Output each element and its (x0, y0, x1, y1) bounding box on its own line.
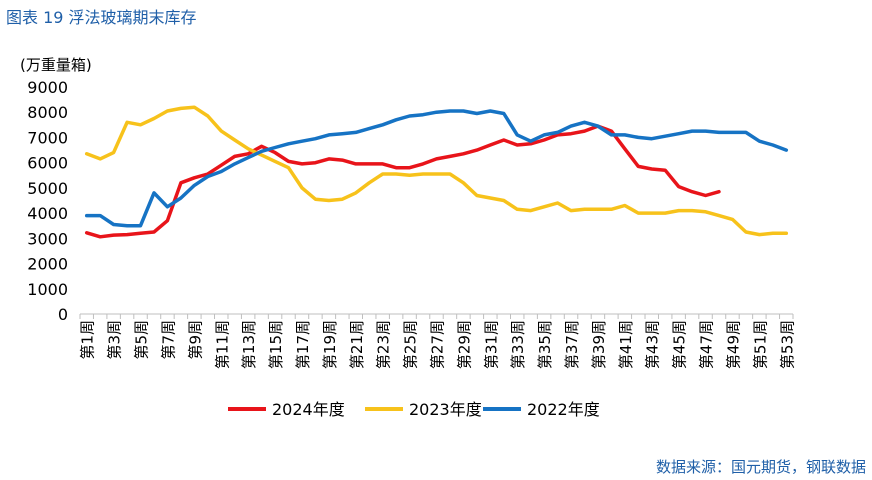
x-tick-label: 第53周 (778, 320, 796, 369)
axes: (万重量箱) 0 1000 2000 3000 4000 5000 6000 7000 8000 9… (20, 56, 796, 369)
x-tick-label: 第1周 (79, 320, 97, 360)
y-tick-label: 1000 (27, 280, 68, 299)
legend-label: 2024年度 (272, 400, 345, 419)
x-tick-label: 第23周 (375, 320, 393, 369)
x-tick-label: 第27周 (429, 320, 447, 369)
y-tick-label: 5000 (27, 179, 68, 198)
series-line-2023年度 (84, 105, 789, 237)
legend-label: 2022年度 (527, 400, 600, 419)
x-tick-label: 第3周 (106, 320, 124, 360)
x-tick-label: 第47周 (698, 320, 716, 369)
x-tick-label: 第17周 (294, 320, 312, 369)
y-tick-label: 9000 (27, 78, 68, 97)
y-tick-label: 0 (58, 305, 68, 324)
x-tick-label: 第39周 (590, 320, 608, 369)
source-note: 数据来源：国元期货，钢联数据 (655, 458, 866, 476)
x-tick-label: 第45周 (671, 320, 689, 369)
x-tick-label: 第7周 (159, 320, 177, 360)
legend: 2024年度 2023年度 2022年度 (228, 400, 600, 419)
series-lines (84, 105, 789, 239)
x-tick-label: 第15周 (267, 320, 285, 369)
x-tick-label: 第21周 (348, 320, 366, 369)
x-tick-label: 第29周 (455, 320, 473, 369)
x-tick-label: 第43周 (644, 320, 662, 369)
y-tick-label: 3000 (27, 229, 68, 248)
x-tick-label: 第11周 (213, 320, 231, 369)
series-line-2024年度 (84, 124, 721, 239)
x-tick-label: 第35周 (536, 320, 554, 369)
x-tick-label: 第13周 (240, 320, 258, 369)
x-tick-label: 第33周 (509, 320, 527, 369)
x-tick-label: 第5周 (133, 320, 151, 360)
y-tick-label: 8000 (27, 103, 68, 122)
y-tick-label: 2000 (27, 255, 68, 274)
x-tick-label: 第31周 (482, 320, 500, 369)
legend-label: 2023年度 (409, 400, 482, 419)
figure-title: 图表 19 浮法玻璃期末库存 (6, 8, 197, 27)
x-tick-label: 第41周 (617, 320, 635, 369)
y-tick-label: 6000 (27, 154, 68, 173)
x-tick-label: 第49周 (724, 320, 742, 369)
x-tick-label: 第25周 (402, 320, 420, 369)
y-axis-label: (万重量箱) (20, 56, 92, 74)
y-tick-label: 4000 (27, 204, 68, 223)
x-tick-label: 第9周 (186, 320, 204, 360)
x-tick-label: 第51周 (751, 320, 769, 369)
y-tick-label: 7000 (27, 128, 68, 147)
x-tick-label: 第19周 (321, 320, 339, 369)
series-line-2022年度 (84, 109, 789, 228)
x-tick-label: 第37周 (563, 320, 581, 369)
